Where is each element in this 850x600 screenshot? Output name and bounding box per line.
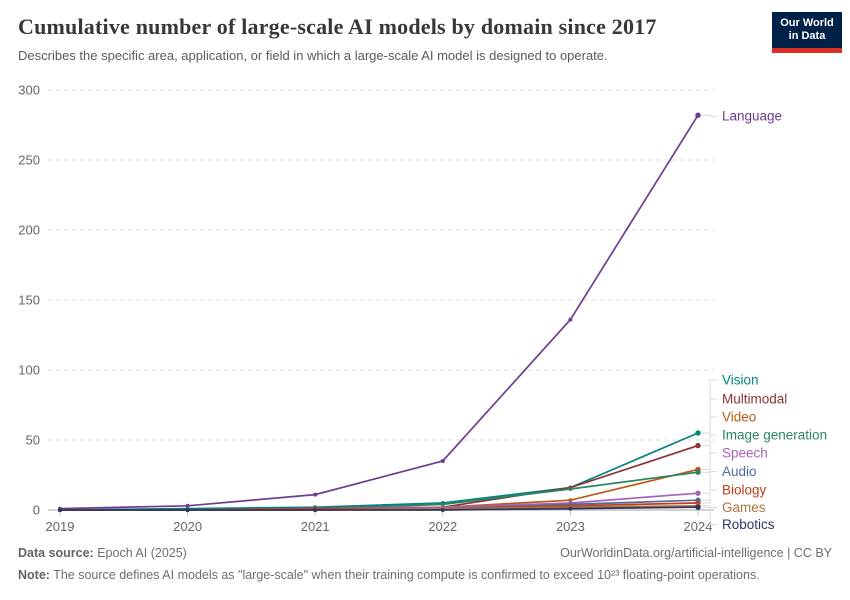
y-tick-label: 150	[18, 293, 40, 308]
owid-logo-box: Our World in Data	[772, 12, 842, 48]
data-source-value: Epoch AI (2025)	[93, 546, 187, 560]
chart-subtitle: Describes the specific area, application…	[18, 48, 608, 63]
data-point	[440, 508, 445, 512]
x-tick-label: 2019	[46, 519, 75, 534]
series-line-robotics[interactable]	[58, 504, 701, 513]
data-source: Data source: Epoch AI (2025)	[18, 546, 187, 560]
legend-connector	[702, 114, 717, 117]
footnote-value: The source defines AI models as "large-s…	[49, 568, 760, 582]
data-point	[568, 506, 573, 511]
data-point	[185, 503, 190, 508]
data-point	[695, 442, 701, 449]
footnote-label: Note:	[18, 568, 50, 582]
data-point	[568, 498, 573, 503]
legend-label-speech[interactable]: Speech	[722, 446, 768, 461]
legend-label-games[interactable]: Games	[722, 500, 766, 515]
data-point	[58, 508, 62, 512]
x-tick-label: 2021	[301, 519, 330, 534]
legend-label-biology[interactable]: Biology	[722, 483, 767, 498]
data-point	[440, 502, 445, 507]
owid-logo-line2: in Data	[788, 30, 826, 42]
data-point	[185, 508, 190, 512]
legend-connector	[702, 489, 717, 504]
footnote: Note: The source defines AI models as "l…	[18, 568, 832, 582]
x-tick-label: 2022	[428, 519, 457, 534]
legend-label-image-generation[interactable]: Image generation	[722, 428, 827, 443]
series-line-language[interactable]	[58, 112, 701, 511]
legend-label-audio[interactable]: Audio	[722, 464, 757, 479]
legend-label-language[interactable]: Language	[722, 109, 782, 124]
legend-label-vision[interactable]: Vision	[722, 373, 759, 388]
data-point	[695, 112, 701, 118]
series-path	[59, 432, 699, 511]
data-point	[695, 490, 701, 496]
data-point	[695, 504, 701, 510]
chart-header: Cumulative number of large-scale AI mode…	[18, 14, 758, 63]
y-tick-label: 50	[26, 433, 40, 448]
data-point	[695, 430, 701, 436]
y-tick-label: 0	[33, 503, 40, 518]
chart-footer: Data source: Epoch AI (2025) OurWorldinD…	[18, 546, 832, 582]
data-source-label: Data source:	[18, 546, 94, 560]
owid-logo-accent-bar	[772, 48, 842, 53]
data-point	[568, 317, 573, 322]
x-tick-label: 2023	[556, 519, 585, 534]
legend-label-multimodal[interactable]: Multimodal	[722, 392, 787, 407]
x-tick-label: 2024	[684, 519, 713, 534]
legend-label-robotics[interactable]: Robotics	[722, 517, 775, 532]
legend-connector	[702, 505, 717, 508]
legend-label-video[interactable]: Video	[722, 410, 756, 425]
legend-connector	[702, 506, 717, 525]
data-point	[695, 469, 701, 475]
series-path	[60, 506, 699, 511]
y-tick-label: 300	[18, 83, 40, 98]
series-path	[59, 114, 699, 510]
y-tick-label: 200	[18, 223, 40, 238]
data-point	[568, 487, 573, 491]
x-tick-label: 2020	[173, 519, 202, 534]
legend-connector	[702, 471, 717, 501]
y-tick-label: 250	[18, 153, 40, 168]
page-title: Cumulative number of large-scale AI mode…	[18, 14, 657, 39]
owid-logo-line1: Our World	[780, 17, 834, 29]
data-point	[440, 459, 445, 463]
data-point	[313, 492, 318, 497]
attribution-link[interactable]: OurWorldinData.org/artificial-intelligen…	[560, 546, 832, 560]
y-tick-label: 100	[18, 363, 40, 378]
owid-logo[interactable]: Our World in Data	[772, 12, 842, 53]
data-point	[313, 508, 318, 512]
